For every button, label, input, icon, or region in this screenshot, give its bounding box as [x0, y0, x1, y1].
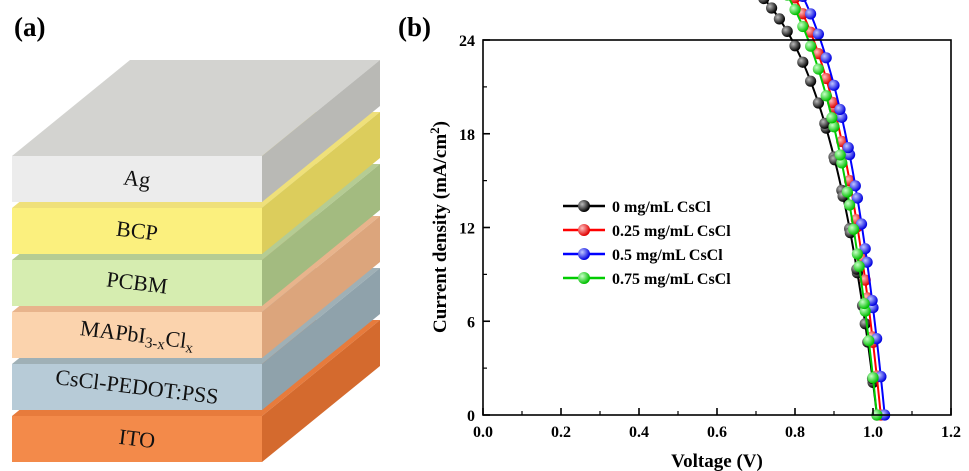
layer-front-face [12, 364, 262, 410]
ticks-layer: 0.0 0.2 0.4 0.6 0.8 1.0 1.2 0 6 12 18 24 [459, 33, 961, 441]
data-point [784, 0, 790, 1]
data-point [828, 79, 840, 91]
series-2 [798, 0, 891, 421]
legend-item: 0.25 mg/mL CsCl [563, 223, 731, 240]
legend-item: 0 mg/mL CsCl [563, 199, 711, 216]
legend-label: 0.5 mg/mL CsCl [612, 247, 723, 264]
x-tick-label: 0.4 [629, 424, 649, 441]
data-point [812, 28, 825, 40]
layer-label: Ag [122, 165, 152, 193]
data-point [820, 52, 832, 64]
legend-marker [578, 224, 590, 236]
panel-a-label: (a) [14, 12, 45, 42]
x-tick-label: 1.0 [863, 424, 883, 441]
data-point [797, 20, 809, 33]
data-point [867, 372, 879, 384]
data-point [858, 297, 870, 310]
jv-chart: 0.0 0.2 0.4 0.6 0.8 1.0 1.2 0 6 12 18 24 Voltage (V… [427, 0, 961, 471]
data-point [834, 103, 846, 116]
data-point [841, 186, 853, 198]
legend-marker [578, 200, 590, 212]
legend-item: 0.5 mg/mL CsCl [563, 247, 723, 264]
data-point [812, 63, 825, 75]
layer-0: Ag [12, 60, 380, 202]
data-point [853, 260, 865, 272]
data-point [789, 3, 801, 16]
x-tick-label: 0.0 [473, 424, 493, 441]
data-point [848, 223, 860, 235]
curves-layer [758, 0, 891, 421]
layer-front-face [12, 312, 262, 358]
x-tick-label: 0.2 [551, 424, 571, 441]
data-point [805, 8, 817, 20]
y-tick-label: 6 [467, 314, 475, 331]
data-point [826, 112, 838, 124]
y-tick-label: 18 [459, 127, 475, 144]
data-point [805, 40, 817, 52]
data-point [851, 192, 864, 204]
layer-front-face [12, 260, 262, 306]
legend-label: 0.75 mg/mL CsCl [612, 271, 731, 288]
data-point [820, 90, 832, 102]
data-point [781, 25, 793, 37]
data-point [820, 72, 832, 85]
legend-marker [578, 272, 590, 284]
layer-front-face [12, 208, 262, 254]
layer-side-face [262, 112, 380, 254]
layer-front-face [12, 416, 262, 462]
data-point [798, 0, 808, 3]
legend-label: 0.25 mg/mL CsCl [612, 223, 731, 240]
layer-side-face [262, 320, 380, 462]
data-point [812, 97, 825, 109]
layer-side-face [262, 216, 380, 358]
data-point [828, 121, 840, 133]
legend-item: 0.75 mg/mL CsCl [563, 271, 731, 288]
data-point [863, 335, 875, 347]
y-axis-title: Current density (mA/cm2) [427, 121, 451, 333]
y-axis-title-sup: 2 [427, 127, 442, 134]
x-tick-label: 1.2 [941, 424, 961, 441]
data-point [834, 149, 846, 161]
data-point [844, 199, 856, 211]
layer-front-face [12, 156, 262, 202]
series-3 [784, 0, 883, 421]
x-axis-title: Voltage (V) [671, 451, 763, 471]
layer-label: ITO [118, 424, 157, 453]
data-point [766, 2, 778, 14]
panel-b-label: (b) [398, 12, 431, 42]
legend-label: 0 mg/mL CsCl [612, 199, 711, 216]
x-tick-label: 0.6 [707, 424, 727, 441]
data-point [859, 318, 871, 330]
layer-side-face [262, 268, 380, 410]
x-tick-label: 0.8 [785, 424, 805, 441]
layer-side-face [262, 164, 380, 306]
data-point [758, 0, 770, 5]
layer-top-face [12, 60, 380, 156]
data-point [851, 248, 864, 260]
data-point [773, 13, 786, 25]
y-axis-title-end: ) [430, 121, 451, 127]
data-point [849, 180, 861, 192]
legend: 0 mg/mL CsCl 0.25 mg/mL CsCl 0.5 mg/mL CsC… [563, 199, 731, 288]
data-point [797, 56, 809, 68]
data-point [855, 218, 868, 230]
data-point [789, 40, 801, 52]
layer-side-face [262, 60, 380, 202]
data-point [805, 75, 817, 87]
layer-label: BCP [115, 216, 159, 246]
legend-marker [578, 248, 590, 260]
y-tick-label: 0 [467, 408, 475, 425]
data-point [842, 142, 854, 154]
y-tick-label: 12 [459, 221, 475, 238]
y-tick-label: 24 [459, 33, 475, 50]
y-axis-title-main: Current density (mA/cm [430, 134, 451, 333]
